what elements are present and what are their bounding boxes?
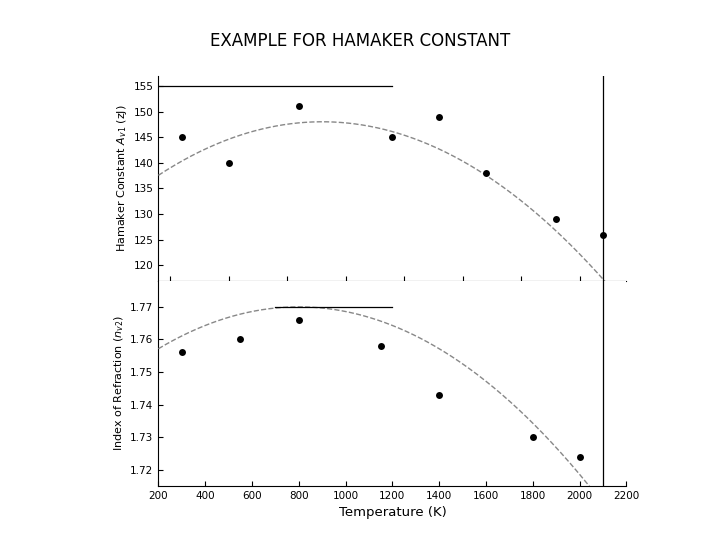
Point bbox=[433, 112, 445, 121]
X-axis label: Temperature (K): Temperature (K) bbox=[338, 507, 446, 519]
Point bbox=[375, 342, 387, 350]
Y-axis label: Hamaker Constant $A_{v1}$ (zJ): Hamaker Constant $A_{v1}$ (zJ) bbox=[115, 104, 130, 252]
Point bbox=[223, 159, 235, 167]
Point bbox=[551, 215, 562, 224]
Point bbox=[433, 390, 445, 399]
Point bbox=[598, 231, 609, 239]
Text: EXAMPLE FOR HAMAKER CONSTANT: EXAMPLE FOR HAMAKER CONSTANT bbox=[210, 32, 510, 50]
Point bbox=[387, 133, 398, 141]
Point bbox=[176, 133, 187, 141]
Point bbox=[176, 348, 187, 357]
Y-axis label: Index of Refraction ($n_{v2}$): Index of Refraction ($n_{v2}$) bbox=[112, 315, 126, 451]
Point bbox=[480, 169, 492, 178]
Point bbox=[235, 335, 246, 344]
Point bbox=[293, 102, 305, 111]
Point bbox=[574, 453, 585, 461]
Point bbox=[293, 315, 305, 324]
Point bbox=[527, 433, 539, 442]
